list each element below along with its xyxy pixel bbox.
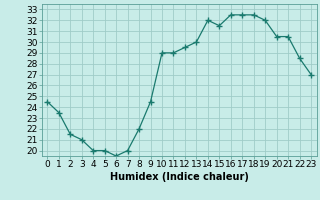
X-axis label: Humidex (Indice chaleur): Humidex (Indice chaleur): [110, 172, 249, 182]
